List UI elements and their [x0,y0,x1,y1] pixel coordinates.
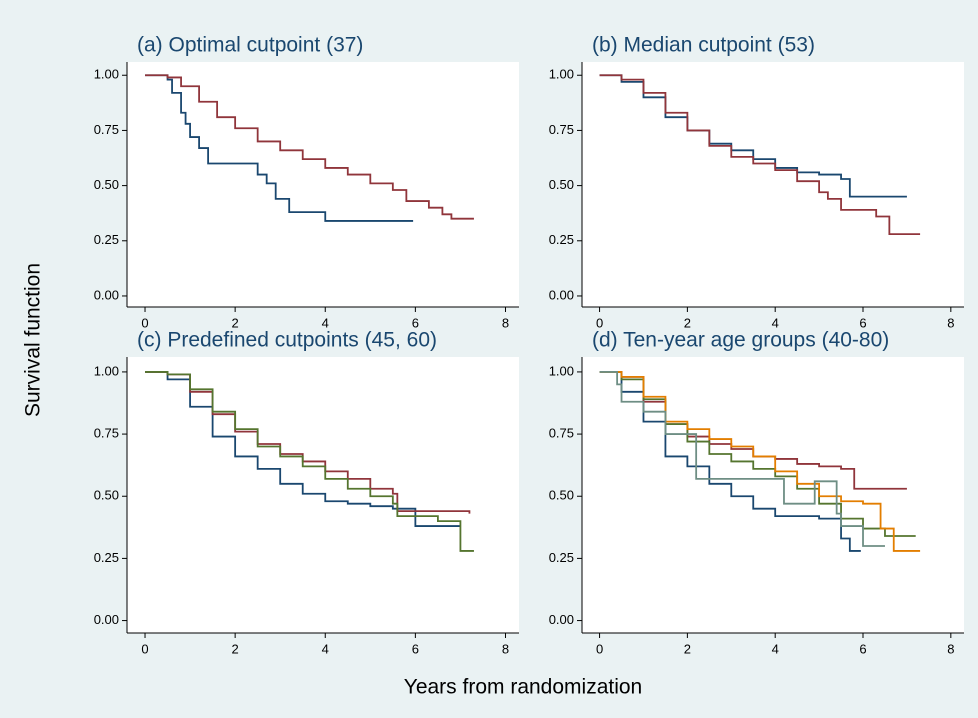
plot-region [582,62,964,307]
survival-curve [599,74,921,236]
x-tick-label: 2 [684,641,691,656]
panel-title: (a) Optimal cutpoint (37) [137,34,363,57]
y-tick-label: 0.75 [94,426,119,441]
y-tick-label: 0.25 [94,550,119,565]
x-tick-label: 6 [859,315,866,330]
x-tick-label: 2 [232,315,239,330]
x-tick-label: 4 [322,641,329,656]
survival-curve [145,74,414,222]
survival-curve [145,371,461,527]
y-tick-label: 0.00 [549,612,574,627]
x-tick-label: 6 [859,641,866,656]
plot-region [127,357,519,633]
y-tick-label: 1.00 [549,363,574,378]
x-tick-label: 0 [596,641,603,656]
survival-curve [599,74,907,198]
y-tick-label: 0.25 [549,232,574,247]
y-tick-label: 0.50 [94,177,119,192]
survival-curve [145,74,474,220]
survival-curve [599,371,921,552]
y-tick-label: 0.75 [549,426,574,441]
plot-region [127,62,519,307]
y-axis-title: Survival function [22,263,45,417]
x-tick-label: 0 [596,315,603,330]
panel-title: (b) Median cutpoint (53) [592,34,815,57]
x-tick-label: 0 [141,641,148,656]
panel-title: (d) Ten-year age groups (40-80) [592,329,889,352]
x-tick-label: 4 [772,315,779,330]
survival-curve [145,371,471,514]
x-tick-label: 4 [772,641,779,656]
y-tick-label: 0.00 [94,287,119,302]
y-tick-label: 0.00 [549,287,574,302]
y-tick-label: 1.00 [94,363,119,378]
x-axis-title: Years from randomization [404,676,643,699]
survival-curve [145,371,474,552]
plot-region [582,357,964,633]
y-tick-label: 0.50 [549,177,574,192]
x-tick-label: 8 [947,641,954,656]
y-tick-label: 0.50 [549,488,574,503]
survival-curve [599,371,907,490]
y-tick-label: 0.25 [549,550,574,565]
y-tick-label: 0.00 [94,612,119,627]
x-tick-label: 6 [412,641,419,656]
x-tick-label: 6 [412,315,419,330]
panel-title: (c) Predefined cutpoints (45, 60) [137,329,437,352]
x-tick-label: 2 [232,641,239,656]
x-tick-label: 8 [502,641,509,656]
y-tick-label: 0.50 [94,488,119,503]
y-tick-label: 0.75 [549,122,574,137]
x-tick-label: 2 [684,315,691,330]
y-tick-label: 1.00 [94,67,119,82]
x-tick-label: 4 [322,315,329,330]
x-tick-label: 8 [947,315,954,330]
y-tick-label: 1.00 [549,67,574,82]
y-tick-label: 0.75 [94,122,119,137]
x-tick-label: 0 [141,315,148,330]
y-tick-label: 0.25 [94,232,119,247]
x-tick-label: 8 [502,315,509,330]
survival-curve [599,371,885,547]
survival-curve [599,371,916,537]
